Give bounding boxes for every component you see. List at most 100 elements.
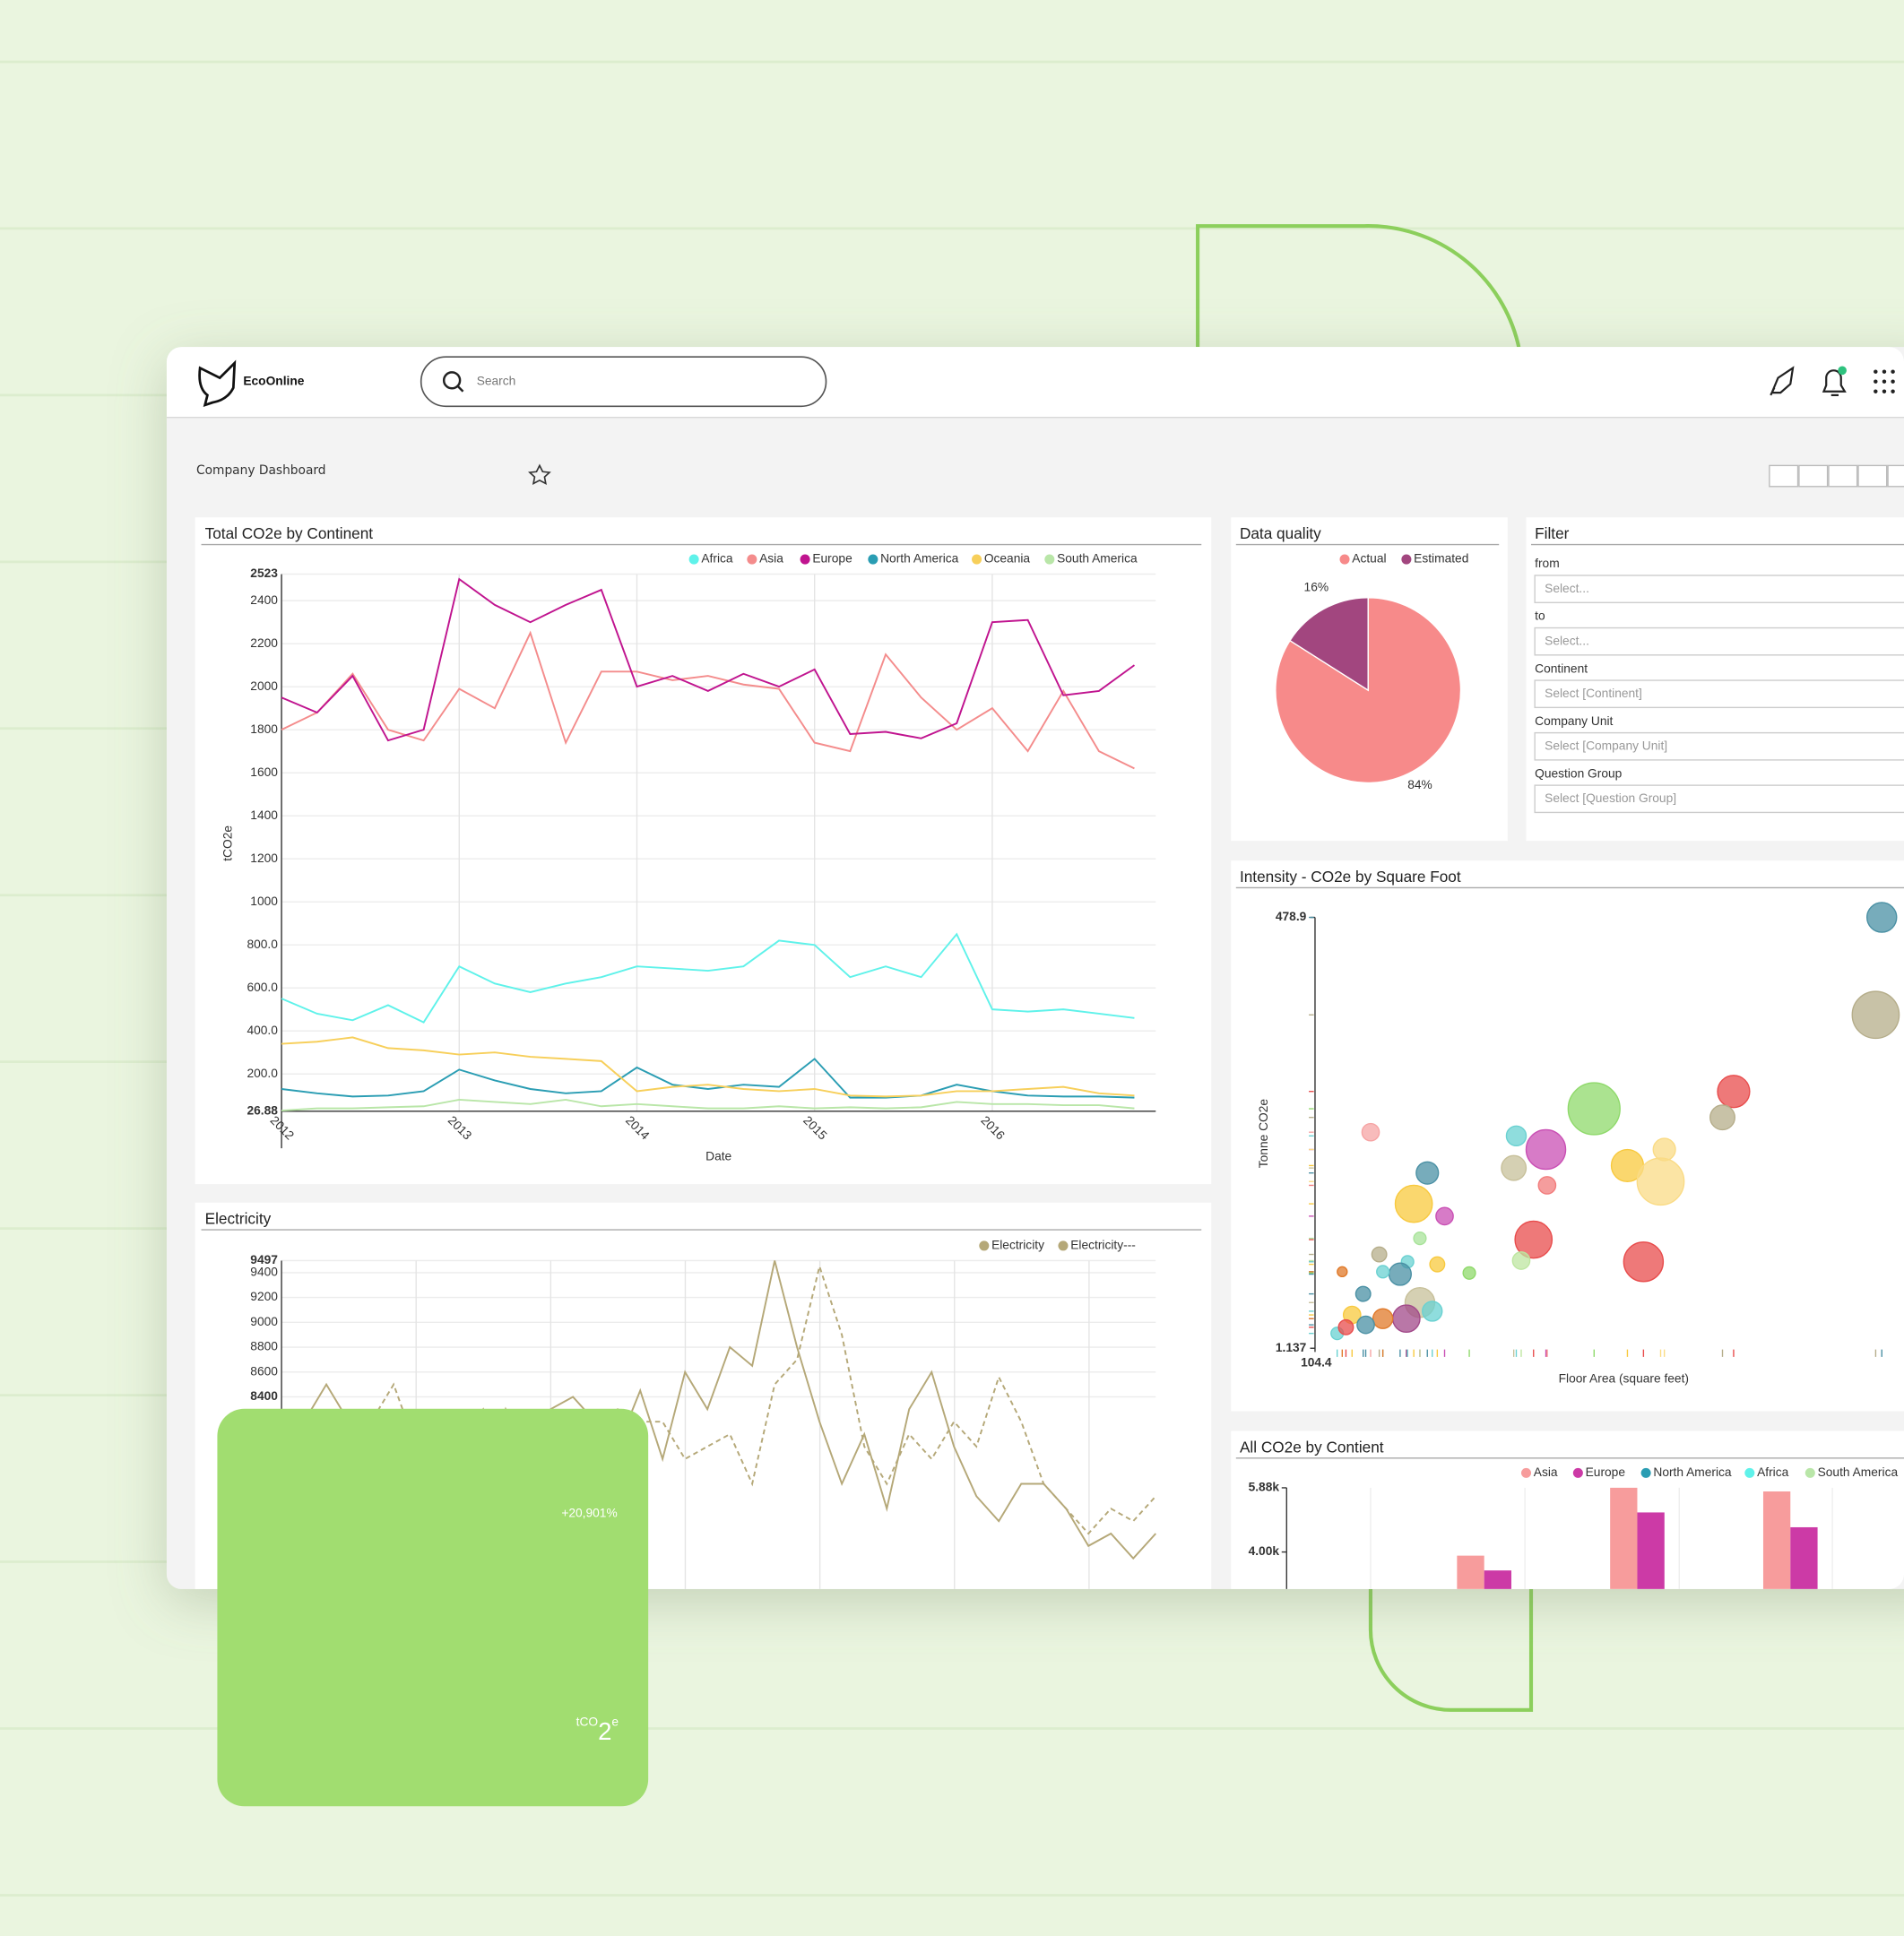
search-icon (442, 371, 462, 390)
notification-dot (1838, 366, 1847, 376)
legend-swatch (1804, 1467, 1815, 1478)
bubble (1501, 1154, 1528, 1181)
logo[interactable] (198, 359, 237, 407)
y-tick-label: 2000 (250, 679, 278, 693)
panel-title: Intensity - CO2e by Square Foot (1240, 868, 1461, 886)
y-tick-label: 8800 (250, 1340, 278, 1353)
series-line (281, 1036, 1135, 1098)
bubble (1514, 1220, 1553, 1259)
y-tick-label: 2523 (250, 566, 278, 580)
y-tick-label: 8600 (250, 1364, 278, 1378)
bar (1762, 1491, 1791, 1589)
bubble (1511, 1251, 1531, 1270)
legend-swatch (1044, 554, 1055, 565)
filter-placeholder: Select [Continent] (1545, 687, 1642, 700)
legend-swatch (1401, 554, 1412, 565)
decor-arc (1196, 224, 1521, 348)
bubble (1652, 1137, 1676, 1162)
y-tick-label: 2400 (250, 593, 278, 607)
filter-input[interactable] (1534, 731, 1904, 761)
bubble (1537, 1176, 1557, 1195)
kpi-unit-part: e (611, 1715, 619, 1728)
bubble (1371, 1246, 1388, 1263)
x-axis-title: Date (705, 1149, 731, 1162)
filter-label: Question Group (1535, 766, 1623, 780)
y-tick-label: 9200 (250, 1290, 278, 1303)
series-line (281, 932, 1135, 1024)
bell-icon[interactable] (1822, 369, 1847, 396)
filter-input[interactable] (1534, 679, 1904, 709)
legend-label: Europe (1586, 1465, 1626, 1479)
y-tick-label: 1600 (250, 765, 278, 779)
y-axis-title: Tonne CO2e (1257, 1099, 1270, 1169)
y-tick-label: 1.137 (1276, 1341, 1307, 1354)
y-tick-label: 5.88k (1249, 1481, 1280, 1494)
bar (1457, 1555, 1484, 1589)
y-tick-label: 800.0 (247, 938, 278, 951)
favorite-star[interactable] (528, 463, 551, 486)
toolbar-button[interactable] (1769, 464, 1799, 488)
bubble (1415, 1161, 1440, 1185)
y-tick-label: 4.00k (1249, 1544, 1280, 1558)
bar (1790, 1526, 1818, 1589)
bar (1637, 1512, 1665, 1589)
panels-content: FilterfromSelect...toSelect...ContinentS… (201, 524, 1904, 1589)
legend-swatch (1520, 1467, 1532, 1478)
y-tick-label: 1200 (250, 851, 278, 865)
rocket-icon[interactable] (1770, 366, 1795, 396)
bubble (1709, 1104, 1735, 1131)
x-tick-label: 104.4 (1301, 1355, 1332, 1369)
filter-label: from (1535, 557, 1560, 570)
y-tick-label: 478.9 (1276, 910, 1307, 923)
toolbar-button[interactable] (1828, 464, 1858, 488)
legend-swatch (1058, 1240, 1069, 1251)
logo-text: EcoOnline (243, 374, 304, 387)
legend-label: Electricity (991, 1239, 1044, 1252)
legend-label: North America (880, 552, 959, 566)
search-placeholder: Search (477, 374, 516, 387)
kpi-badge (217, 1408, 649, 1807)
legend-swatch (747, 554, 757, 565)
bubble (1361, 1122, 1380, 1142)
bubble (1388, 1262, 1412, 1286)
y-tick-label: 1000 (250, 895, 278, 908)
legend-swatch (979, 1240, 990, 1251)
legend-label: Asia (759, 552, 783, 566)
legend-label: Actual (1352, 552, 1386, 566)
x-axis-title: Floor Area (square feet) (1559, 1371, 1689, 1385)
bubble (1337, 1318, 1354, 1335)
toolbar-button[interactable] (1887, 464, 1904, 488)
search-box[interactable] (420, 356, 827, 408)
y-tick-label: 2200 (250, 636, 278, 650)
bubble (1525, 1128, 1567, 1171)
toolbar-button[interactable] (1857, 464, 1888, 488)
panel (195, 517, 1212, 1185)
page-title: Company Dashboard (196, 463, 326, 478)
y-tick-label: 400.0 (247, 1024, 278, 1037)
legend-label: South America (1057, 552, 1138, 566)
legend-label: North America (1653, 1465, 1732, 1479)
filter-input[interactable] (1534, 575, 1904, 603)
pie-slice (1289, 597, 1369, 692)
y-tick-label: 9000 (250, 1315, 278, 1328)
kpi-unit-subscript: 2 (598, 1717, 611, 1745)
bubble (1567, 1082, 1621, 1136)
panel-title: All CO2e by Contient (1240, 1438, 1384, 1456)
bubble (1356, 1315, 1375, 1335)
legend-swatch (1640, 1467, 1651, 1478)
toolbar (1769, 464, 1904, 488)
logo-icon (198, 359, 237, 407)
legend-label: Estimated (1414, 552, 1468, 566)
filter-input[interactable] (1534, 627, 1904, 656)
filter-input[interactable] (1534, 784, 1904, 814)
bar (1484, 1570, 1511, 1589)
legend-label: Oceania (984, 552, 1031, 566)
apps-icon[interactable] (1874, 369, 1895, 393)
toolbar-button[interactable] (1798, 464, 1829, 488)
legend-swatch (688, 554, 699, 565)
kpi-value: +20,901% (561, 1506, 617, 1519)
bubble (1505, 1125, 1528, 1147)
filter-placeholder: Select... (1545, 582, 1589, 595)
legend-swatch (1572, 1467, 1583, 1478)
legend-label: Electricity--- (1070, 1239, 1136, 1252)
